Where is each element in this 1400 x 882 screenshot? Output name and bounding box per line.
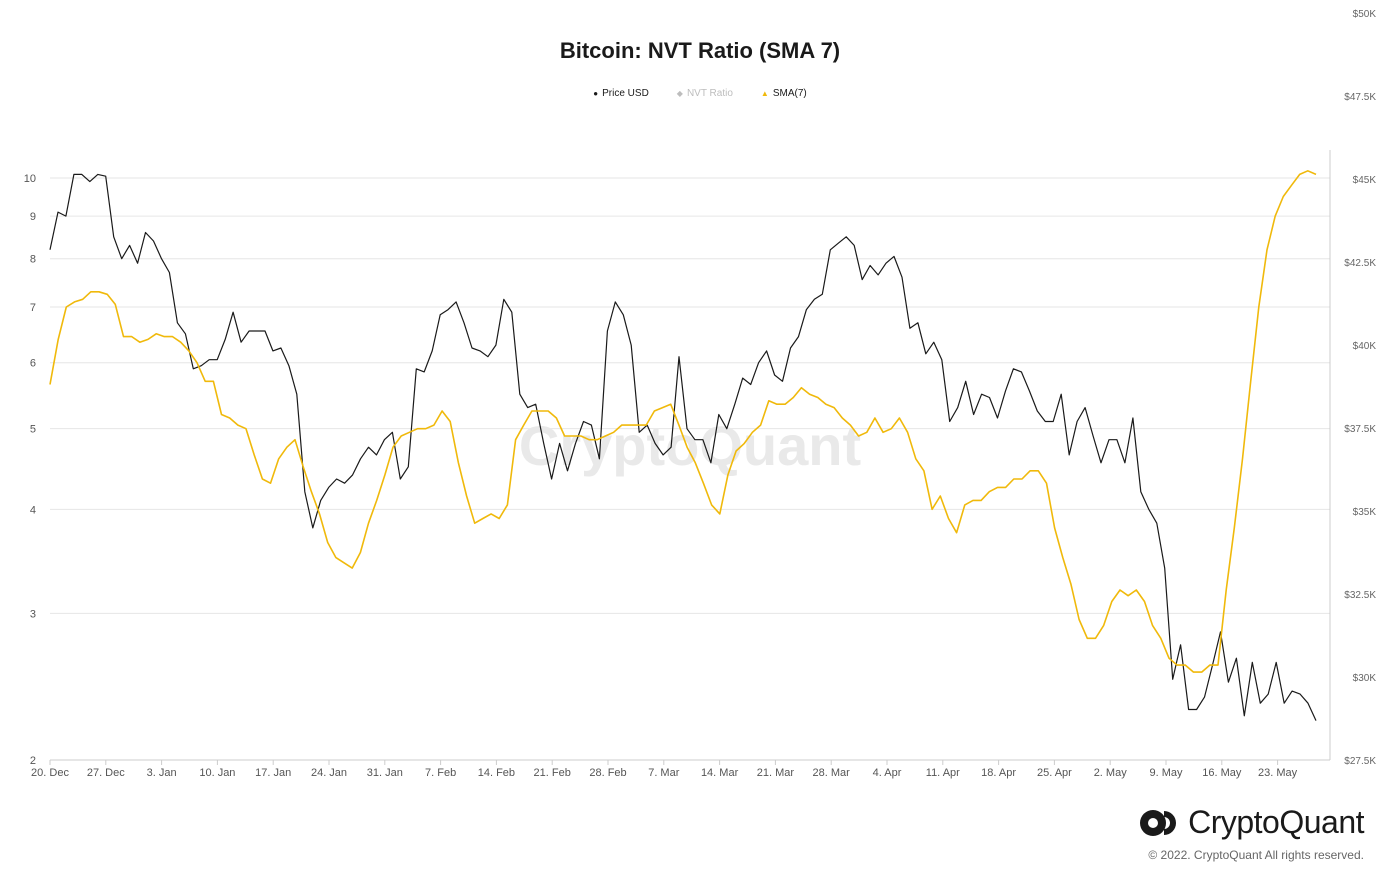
y-right-tick-label: $45K (1353, 175, 1377, 186)
x-tick-label: 23. May (1258, 767, 1298, 779)
diamond-icon: ◆ (676, 89, 683, 98)
y-right-tick-label: $50K (1353, 9, 1377, 20)
y-left-tick-label: 5 (30, 424, 36, 436)
x-tick-label: 10. Jan (199, 767, 235, 779)
y-left-tick-label: 7 (30, 302, 36, 314)
x-tick-label: 3. Jan (147, 767, 177, 779)
y-left-tick-label: 10 (24, 173, 36, 185)
copyright-text: © 2022. CryptoQuant All rights reserved. (1148, 848, 1364, 862)
x-tick-label: 28. Feb (589, 767, 626, 779)
chart-title: Bitcoin: NVT Ratio (SMA 7) (559, 38, 841, 63)
x-tick-label: 31. Jan (367, 767, 403, 779)
watermark-text: CryptoQuant (519, 414, 861, 477)
x-tick-label: 18. Apr (981, 767, 1016, 779)
y-right-tick-label: $47.5K (1344, 92, 1376, 103)
x-tick-label: 27. Dec (87, 767, 125, 779)
x-tick-label: 17. Jan (255, 767, 291, 779)
y-right-tick-label: $40K (1353, 341, 1377, 352)
legend-label-nvt: NVT Ratio (686, 88, 733, 99)
brand-name: CryptoQuant (1188, 804, 1364, 840)
y-right-tick-label: $30K (1353, 673, 1377, 684)
y-left-tick-label: 4 (30, 504, 36, 516)
x-tick-label: 25. Apr (1037, 767, 1072, 779)
x-tick-label: 7. Feb (425, 767, 456, 779)
x-tick-label: 21. Feb (534, 767, 571, 779)
y-left-tick-label: 9 (30, 211, 36, 223)
brand-logo: CryptoQuant (1138, 804, 1364, 841)
legend-item-nvt[interactable]: ◆ NVT Ratio (677, 88, 733, 99)
legend-item-price[interactable]: ● Price USD (593, 88, 649, 99)
y-left-tick-label: 8 (30, 254, 36, 266)
y-left-tick-label: 3 (30, 608, 36, 620)
legend-label-sma: SMA(7) (772, 88, 807, 99)
x-tick-label: 21. Mar (757, 767, 795, 779)
x-tick-label: 7. Mar (648, 767, 680, 779)
legend: ● Price USD ◆ NVT Ratio ▲ SMA(7) (0, 88, 1400, 99)
x-tick-label: 9. May (1149, 767, 1183, 779)
x-tick-label: 4. Apr (873, 767, 902, 779)
legend-label-price: Price USD (602, 88, 649, 99)
cryptoquant-logo-icon (1140, 809, 1177, 836)
x-tick-label: 16. May (1202, 767, 1242, 779)
x-tick-label: 20. Dec (31, 767, 69, 779)
x-tick-label: 11. Apr (926, 767, 960, 779)
triangle-icon: ▲ (760, 89, 769, 98)
circle-icon: ● (593, 89, 599, 98)
y-left-tick-label: 6 (30, 358, 36, 370)
y-right-tick-label: $27.5K (1344, 756, 1376, 767)
legend-item-sma[interactable]: ▲ SMA(7) (761, 88, 807, 99)
x-tick-label: 14. Feb (478, 767, 515, 779)
y-right-tick-label: $42.5K (1344, 258, 1376, 269)
y-left-tick-label: 2 (30, 755, 36, 767)
series-line-2[interactable] (49, 170, 1317, 673)
x-tick-label: 2. May (1094, 767, 1128, 779)
x-tick-label: 14. Mar (701, 767, 739, 779)
x-tick-label: 24. Jan (311, 767, 347, 779)
y-right-tick-label: $32.5K (1344, 590, 1376, 601)
series-line-0[interactable] (49, 173, 1317, 721)
y-right-tick-label: $35K (1353, 507, 1377, 518)
x-tick-label: 28. Mar (813, 767, 851, 779)
y-right-tick-label: $37.5K (1344, 424, 1376, 435)
